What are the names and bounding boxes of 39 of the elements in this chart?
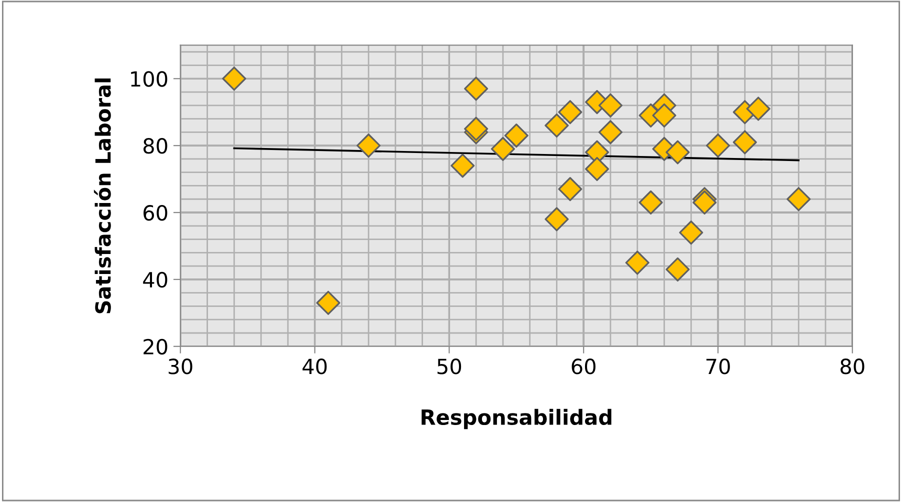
point [490,136,515,161]
point [464,76,488,101]
point [692,190,717,215]
point [706,134,730,158]
point [786,187,811,212]
y-tick-label: 60 [144,204,168,221]
point [679,220,704,245]
y-tick-label: 40 [143,272,168,288]
point [666,140,690,164]
y-tick-label: 100 [131,71,168,87]
point [544,113,569,138]
point [222,66,246,91]
point [638,190,663,215]
point [356,134,381,158]
x-tick-label: 50 [438,358,462,374]
point [598,120,623,144]
point [558,100,582,124]
x-tick-label: 70 [706,358,730,374]
point [450,154,475,178]
point [652,103,676,128]
x-tick-label: 30 [168,358,192,374]
point [666,257,690,282]
point [625,250,650,275]
x-axis-title: Responsabilidad [422,408,612,430]
y-tick-label: 80 [143,138,168,154]
point [504,124,528,148]
x-tick-label: 60 [572,358,596,374]
point [464,116,488,141]
point [746,96,770,121]
point [598,93,623,118]
y-tick-label: 20 [144,338,168,355]
point [558,177,582,202]
point [732,130,757,154]
point [544,207,569,232]
x-tick-label: 80 [840,358,864,374]
point [585,156,610,182]
x-tick-label: 40 [302,358,327,374]
y-axis-title: Satisfacción Laboral [94,78,111,314]
point [316,290,340,315]
